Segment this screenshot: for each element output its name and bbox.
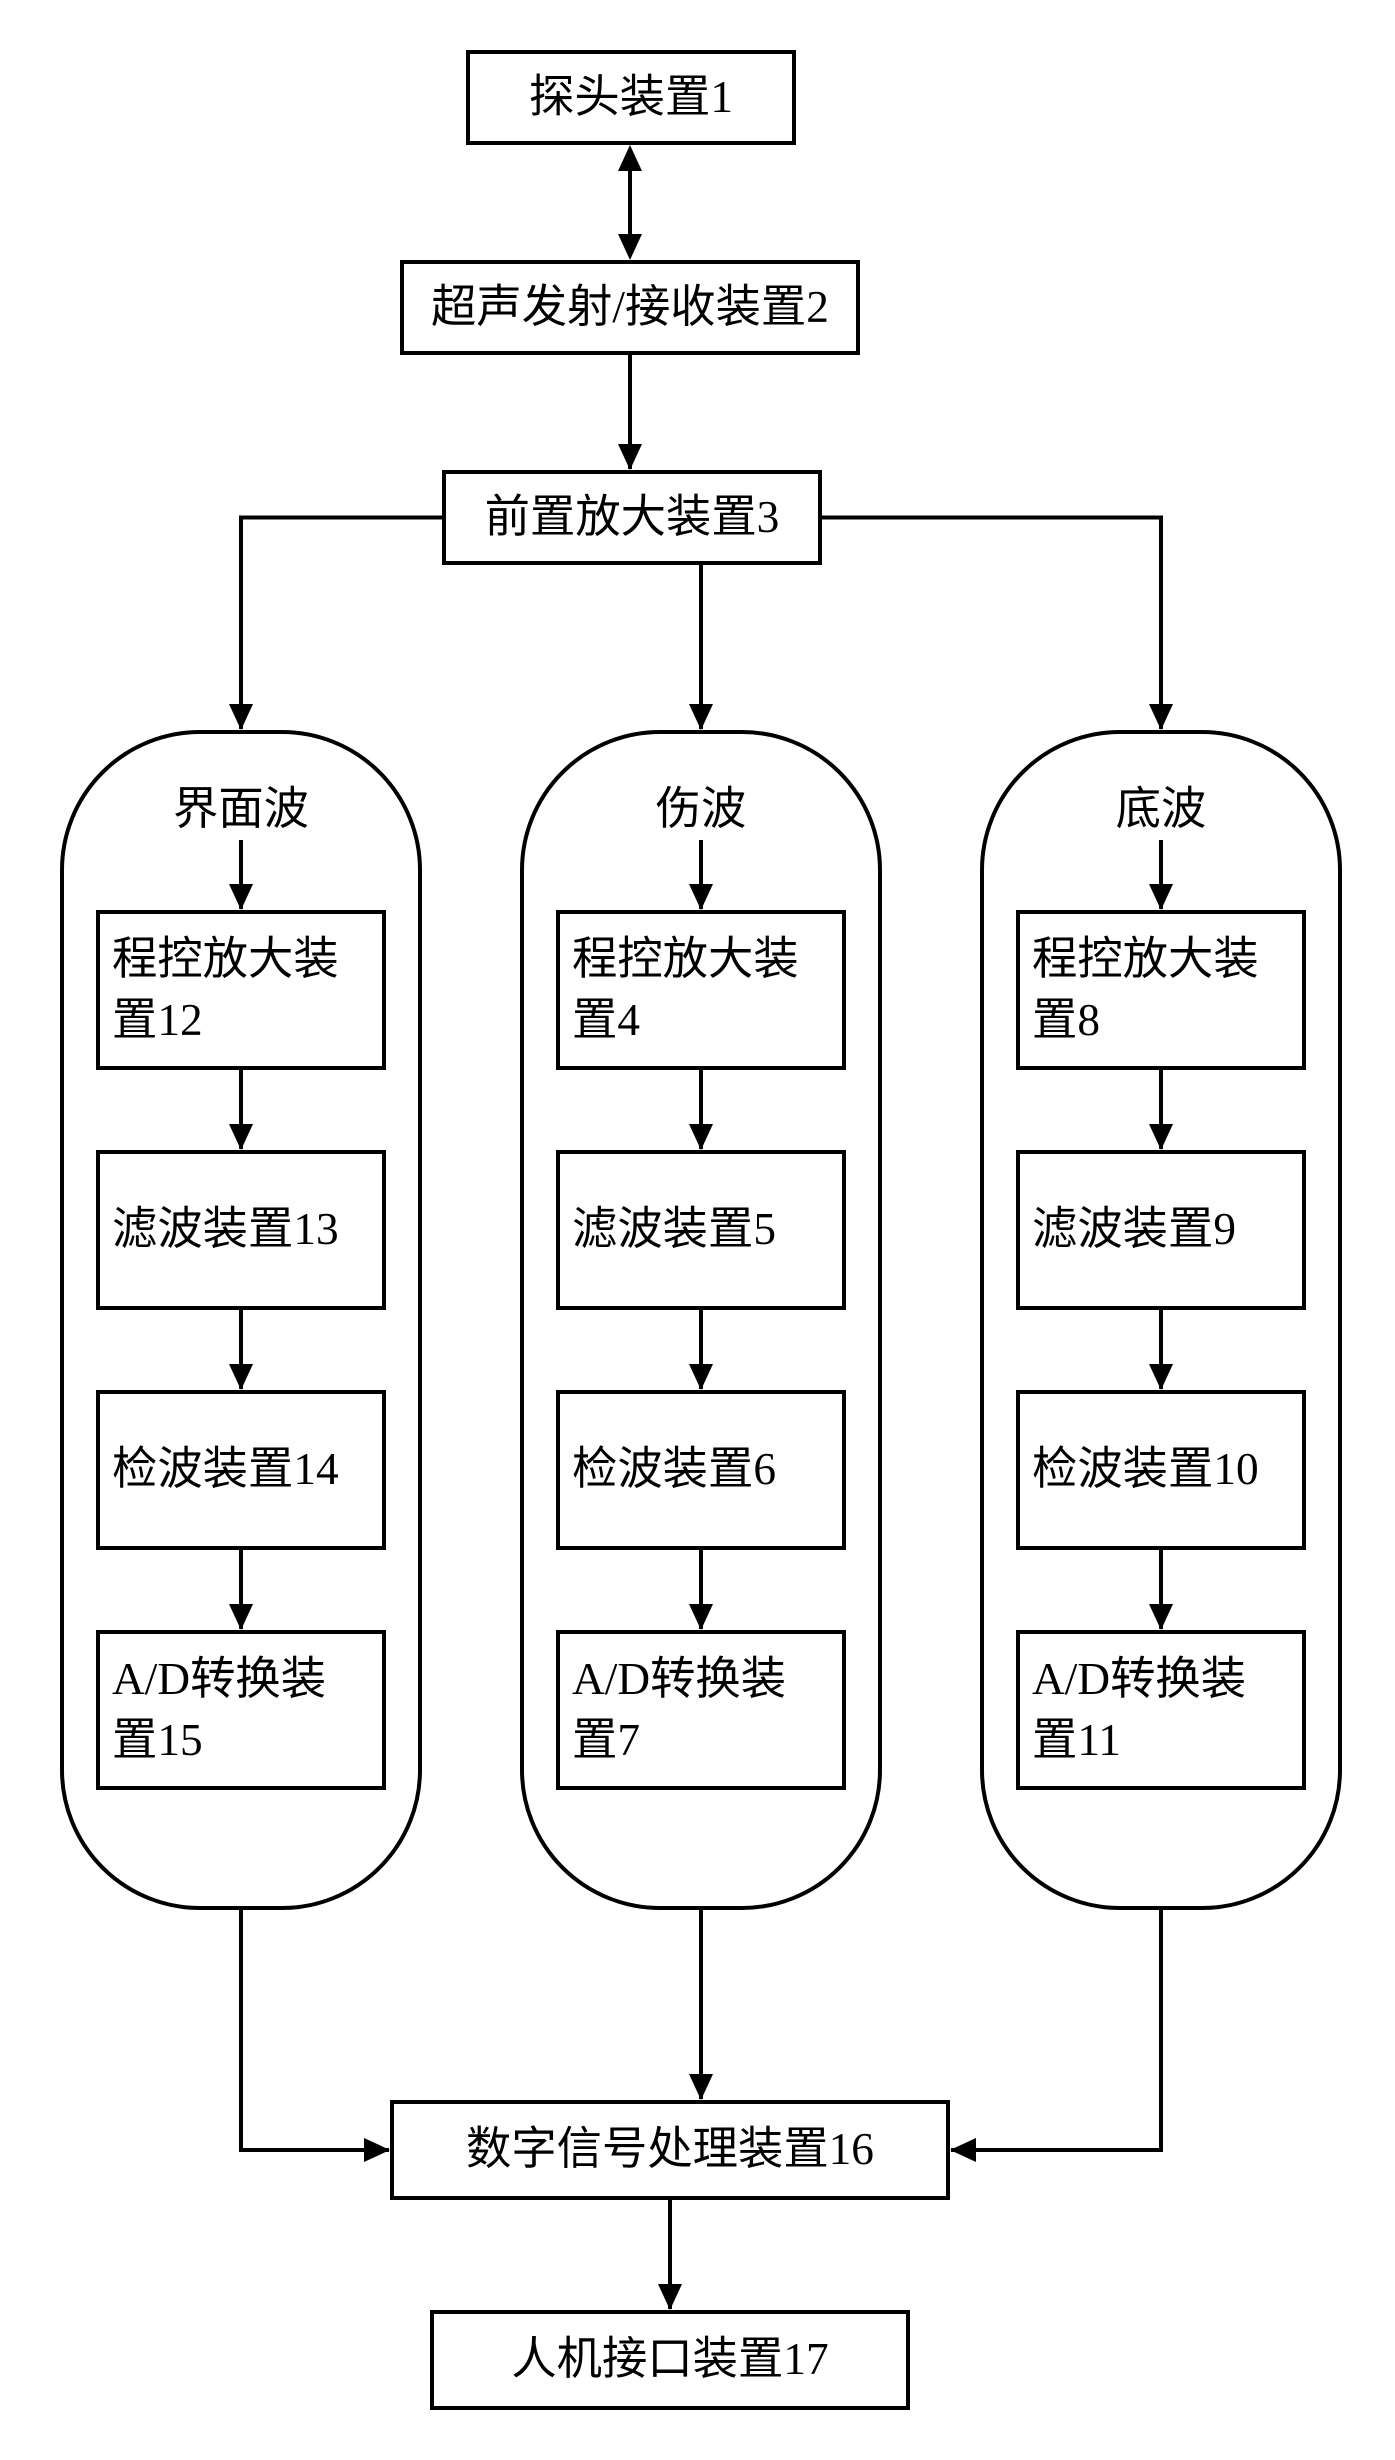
pill-flaw-label: 伤波 (524, 772, 878, 838)
flaw-adc-box: A/D转换装置7 (556, 1630, 846, 1790)
flaw-filter-box: 滤波装置5 (556, 1150, 846, 1310)
bottom-detect-box: 检波装置10 (1016, 1390, 1306, 1550)
bottom-adc-box: A/D转换装置11 (1016, 1630, 1306, 1790)
interface-detect-box: 检波装置14 (96, 1390, 386, 1550)
preamp-box: 前置放大装置3 (442, 470, 822, 565)
interface-adc-box: A/D转换装置15 (96, 1630, 386, 1790)
probe-box: 探头装置1 (466, 50, 796, 145)
flaw-detect-box: 检波装置6 (556, 1390, 846, 1550)
bottom-filter-box: 滤波装置9 (1016, 1150, 1306, 1310)
pill-interface-label: 界面波 (64, 772, 418, 838)
bottom-amp-box: 程控放大装置8 (1016, 910, 1306, 1070)
interface-filter-box: 滤波装置13 (96, 1150, 386, 1310)
txrx-box: 超声发射/接收装置2 (400, 260, 860, 355)
hmi-box: 人机接口装置17 (430, 2310, 910, 2410)
dsp-box: 数字信号处理装置16 (390, 2100, 950, 2200)
interface-amp-box: 程控放大装置12 (96, 910, 386, 1070)
pill-bottom-label: 底波 (984, 772, 1338, 838)
flaw-amp-box: 程控放大装置4 (556, 910, 846, 1070)
